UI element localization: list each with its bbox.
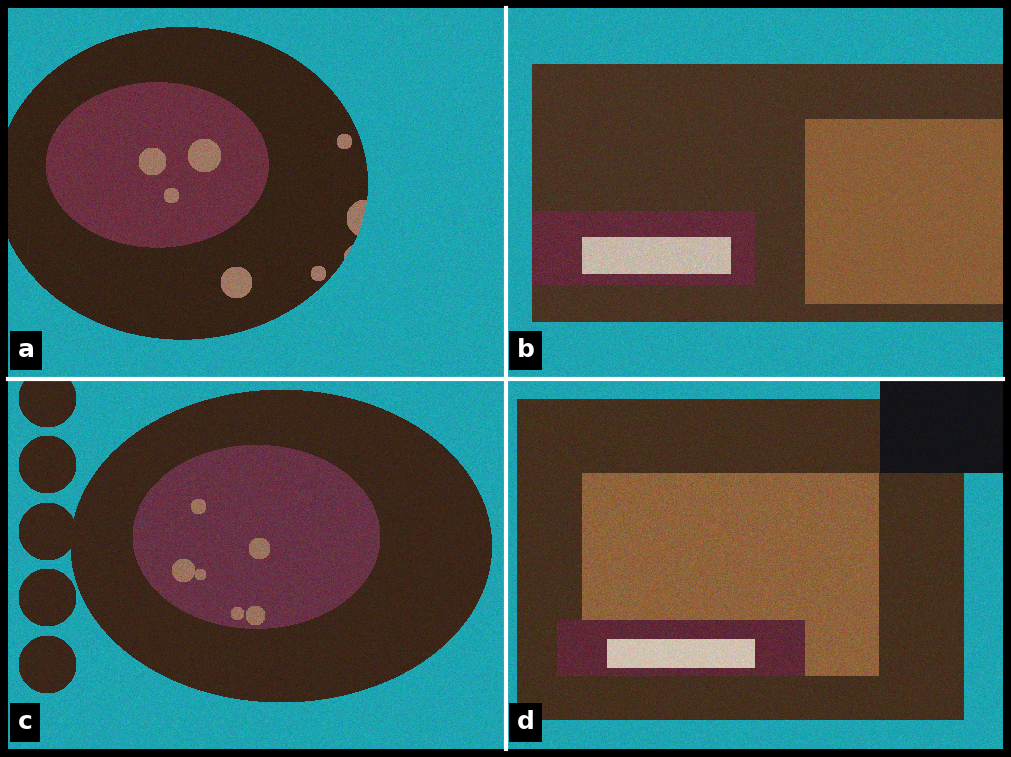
Text: d: d [517, 710, 535, 734]
Text: c: c [18, 710, 32, 734]
Text: a: a [18, 338, 35, 363]
Text: b: b [517, 338, 535, 363]
